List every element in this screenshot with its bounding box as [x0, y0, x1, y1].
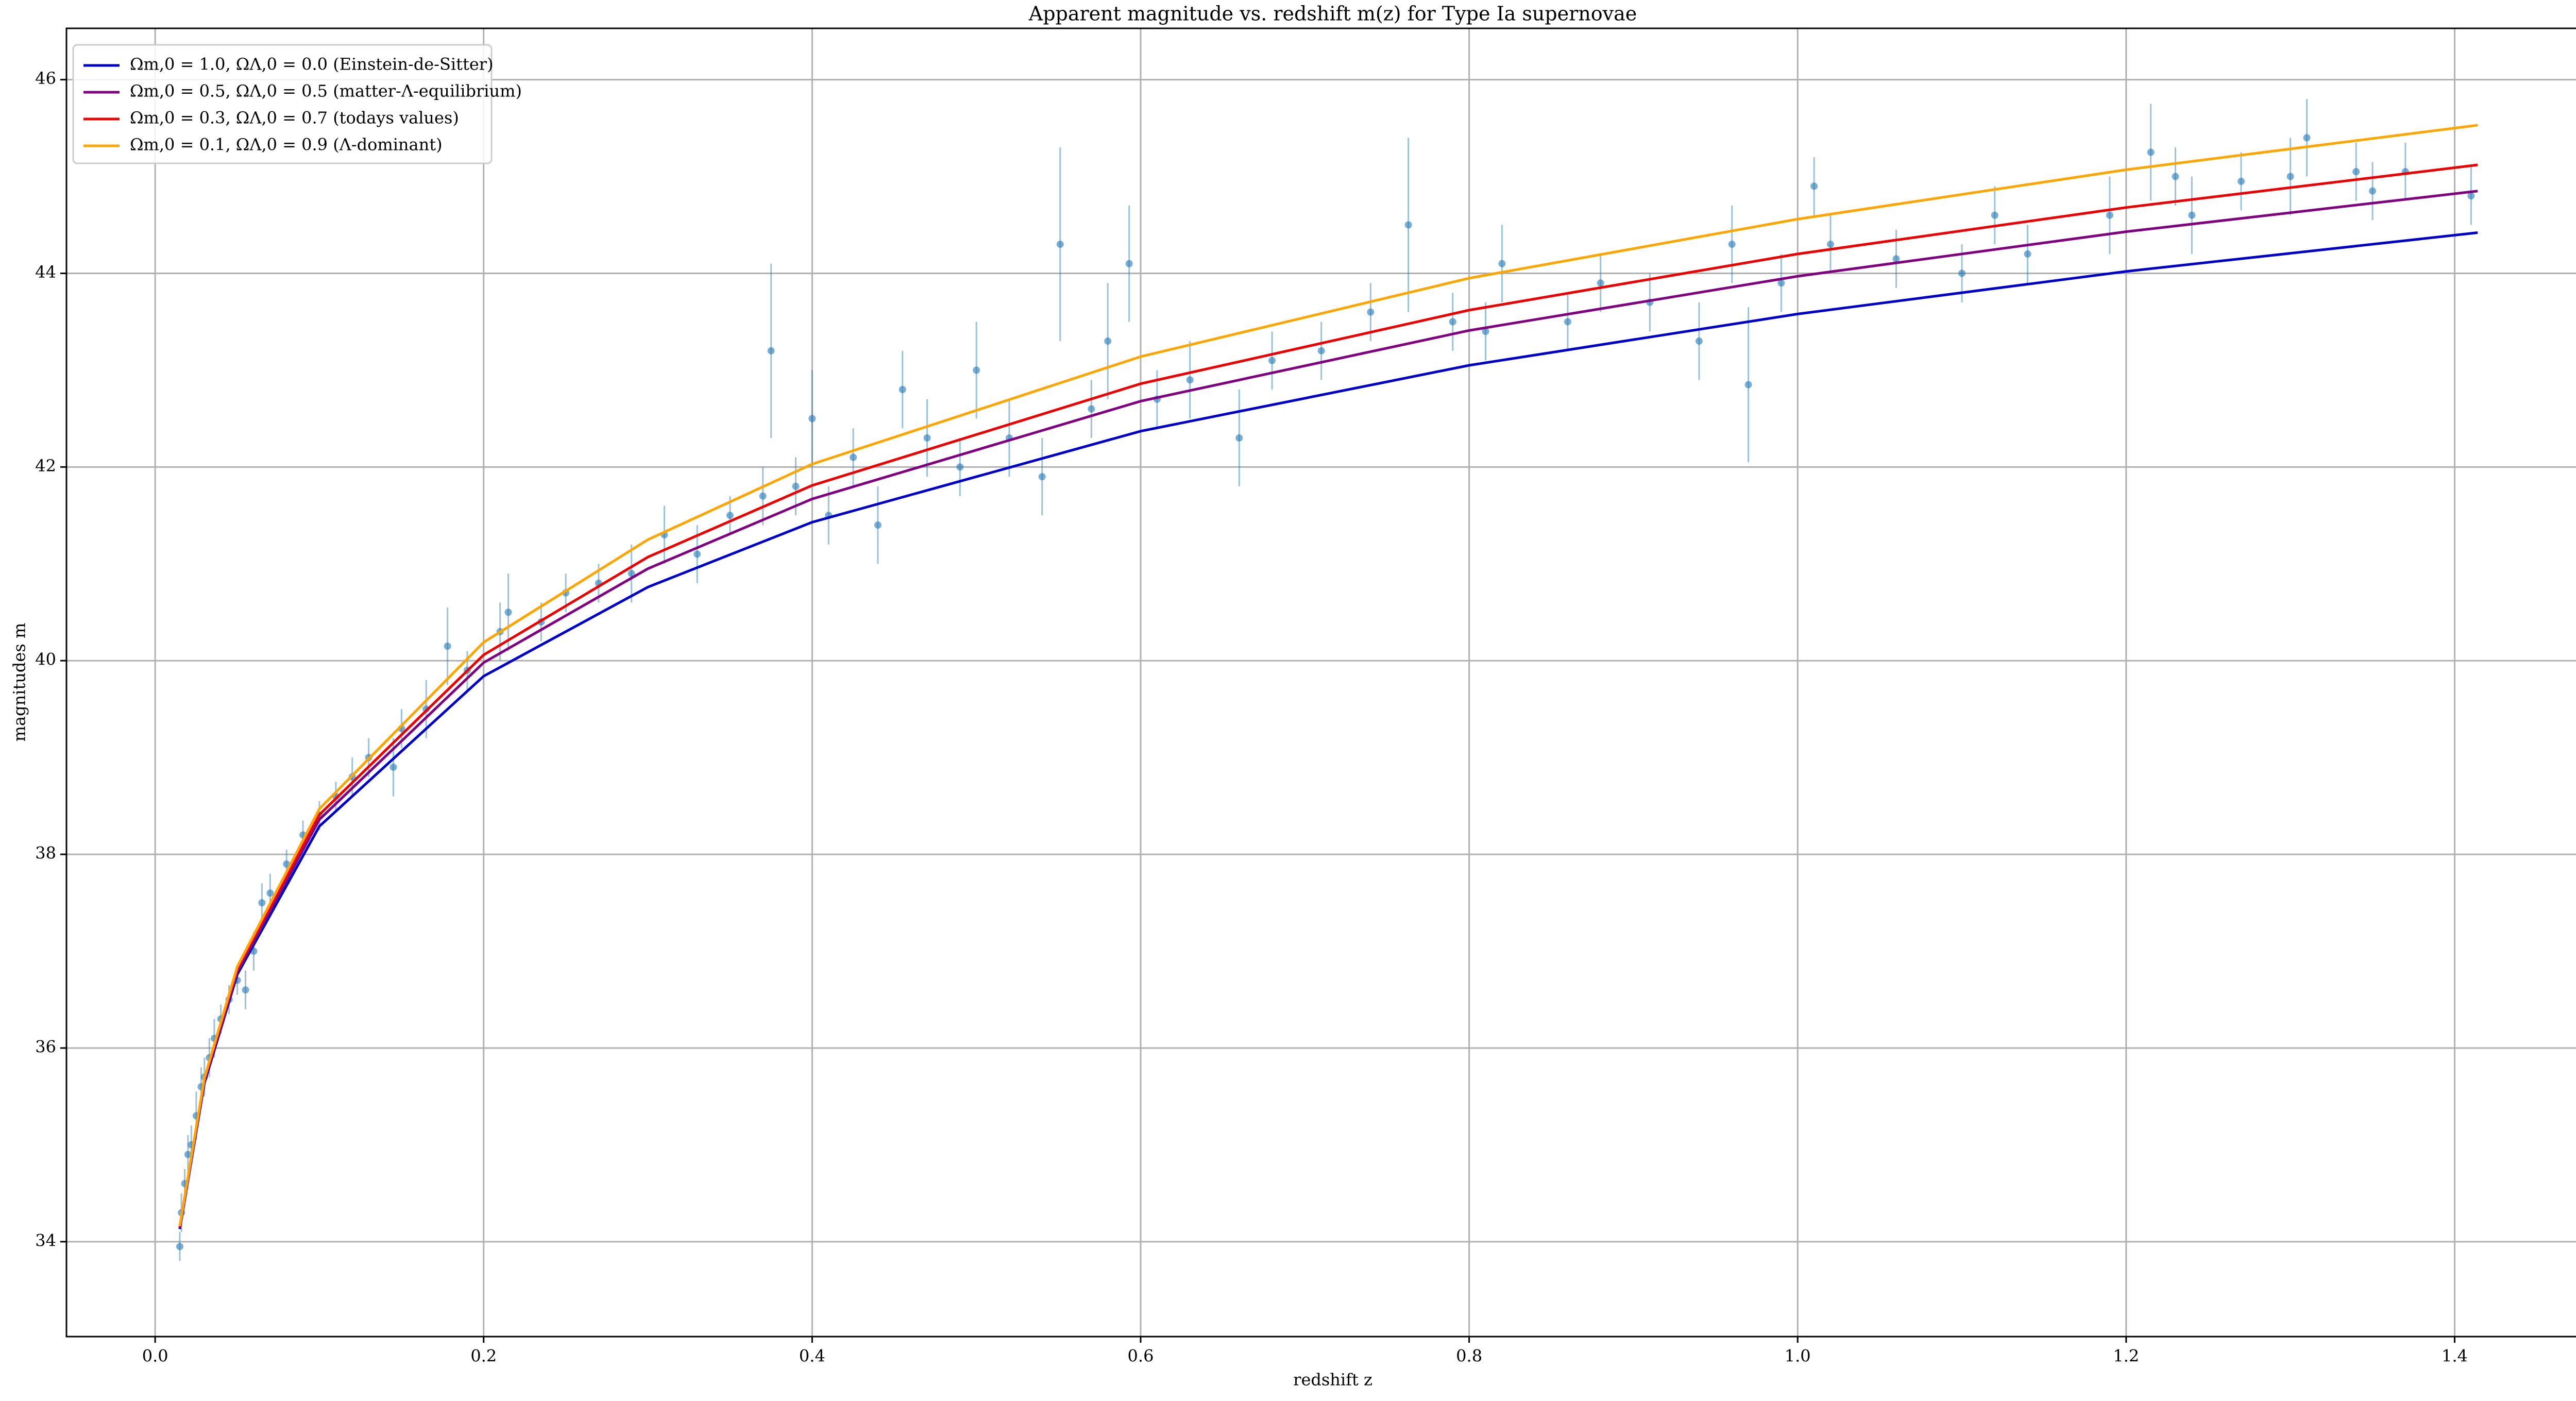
y-tick-label: 34 — [35, 1230, 56, 1250]
legend-label: Ωm,0 = 0.5, ΩΛ,0 = 0.5 (matter-Λ-equilib… — [130, 81, 522, 101]
data-point — [1482, 328, 1489, 335]
data-point — [1268, 357, 1276, 364]
data-point — [759, 492, 767, 500]
y-tick-label: 40 — [35, 650, 56, 669]
data-point — [956, 463, 964, 471]
data-point — [792, 482, 800, 490]
data-point — [1104, 337, 1112, 345]
x-tick-label: 0.8 — [1456, 1346, 1482, 1366]
x-tick-label: 1.4 — [2442, 1346, 2468, 1366]
x-tick-label: 1.2 — [2113, 1346, 2139, 1366]
data-point — [726, 512, 734, 519]
legend-label: Ωm,0 = 0.3, ΩΛ,0 = 0.7 (todays values) — [130, 108, 459, 128]
model-line — [178, 124, 2478, 1227]
legend-label: Ωm,0 = 0.1, ΩΛ,0 = 0.9 (Λ-dominant) — [130, 135, 443, 155]
data-point — [2106, 211, 2113, 219]
data-point — [266, 889, 274, 897]
data-point — [1958, 269, 1966, 277]
data-point — [176, 1243, 183, 1251]
data-point — [184, 1151, 192, 1158]
data-point — [767, 347, 775, 355]
legend-label: Ωm,0 = 1.0, ΩΛ,0 = 0.0 (Einstein-de-Sitt… — [130, 55, 494, 74]
data-point — [808, 415, 816, 423]
data-point — [1056, 241, 1064, 248]
x-axis-label: redshift z — [1293, 1370, 1372, 1390]
data-point — [899, 385, 906, 393]
data-point — [1235, 434, 1243, 442]
data-point — [1038, 473, 1046, 481]
data-point — [1404, 221, 1412, 229]
data-point — [2286, 173, 2294, 180]
data-point — [2467, 192, 2475, 200]
data-point — [1728, 241, 1736, 248]
legend-box — [72, 44, 493, 164]
y-tick-label: 46 — [35, 69, 56, 88]
data-point — [2172, 173, 2179, 180]
data-point — [1777, 279, 1785, 287]
data-point — [1498, 260, 1506, 267]
x-tick-label: 0.2 — [470, 1346, 497, 1366]
data-point — [923, 434, 931, 442]
data-point — [1317, 347, 1325, 355]
data-point — [1744, 381, 1752, 389]
y-tick-label: 38 — [35, 843, 56, 863]
data-point — [2369, 187, 2377, 195]
data-point — [2147, 148, 2155, 156]
lines — [178, 124, 2478, 1229]
data-point — [504, 609, 512, 616]
data-point — [1991, 211, 1998, 219]
data-point — [693, 550, 701, 558]
data-point — [1826, 241, 1834, 248]
y-tick-label: 36 — [35, 1037, 56, 1056]
data-point — [874, 521, 882, 529]
data-point — [444, 643, 451, 650]
data-point — [2238, 177, 2245, 185]
data-point — [258, 899, 266, 907]
y-tick-label: 42 — [35, 456, 56, 476]
data-point — [1564, 318, 1571, 326]
ticks: 0.0 0.2 0.4 0.6 0.8 1.0 1.2 1.4 34 36 38 40 42 44 46 — [35, 69, 2468, 1365]
y-tick-label: 44 — [35, 262, 56, 282]
chart-title: Apparent magnitude vs. redshift m(z) for… — [1028, 3, 1637, 25]
data-point — [850, 453, 857, 461]
data-point — [389, 763, 397, 771]
data-point — [1695, 337, 1703, 345]
data-point — [242, 986, 249, 994]
legend: Ωm,0 = 1.0, ΩΛ,0 = 0.0 (Einstein-de-Sitt… — [72, 44, 522, 164]
data-point — [1186, 376, 1194, 384]
data-point — [1367, 308, 1375, 316]
x-tick-label: 0.0 — [142, 1346, 168, 1366]
x-tick-label: 0.4 — [799, 1346, 825, 1366]
x-tick-label: 1.0 — [1785, 1346, 1811, 1366]
x-tick-label: 0.6 — [1128, 1346, 1154, 1366]
data-point — [1125, 260, 1133, 267]
y-axis-label: magnitudes m — [10, 623, 29, 742]
data-point — [1449, 318, 1456, 326]
data-point — [973, 366, 980, 374]
data-point — [1597, 279, 1604, 287]
data-point — [2188, 211, 2196, 219]
data-point — [628, 570, 635, 578]
data-point — [1088, 405, 1095, 413]
data-point — [1810, 182, 1818, 190]
data-point — [2303, 134, 2311, 142]
axes-frame — [65, 27, 2576, 1338]
data-point — [1892, 255, 1900, 263]
data-point — [2024, 250, 2031, 258]
data-point — [2352, 168, 2360, 176]
